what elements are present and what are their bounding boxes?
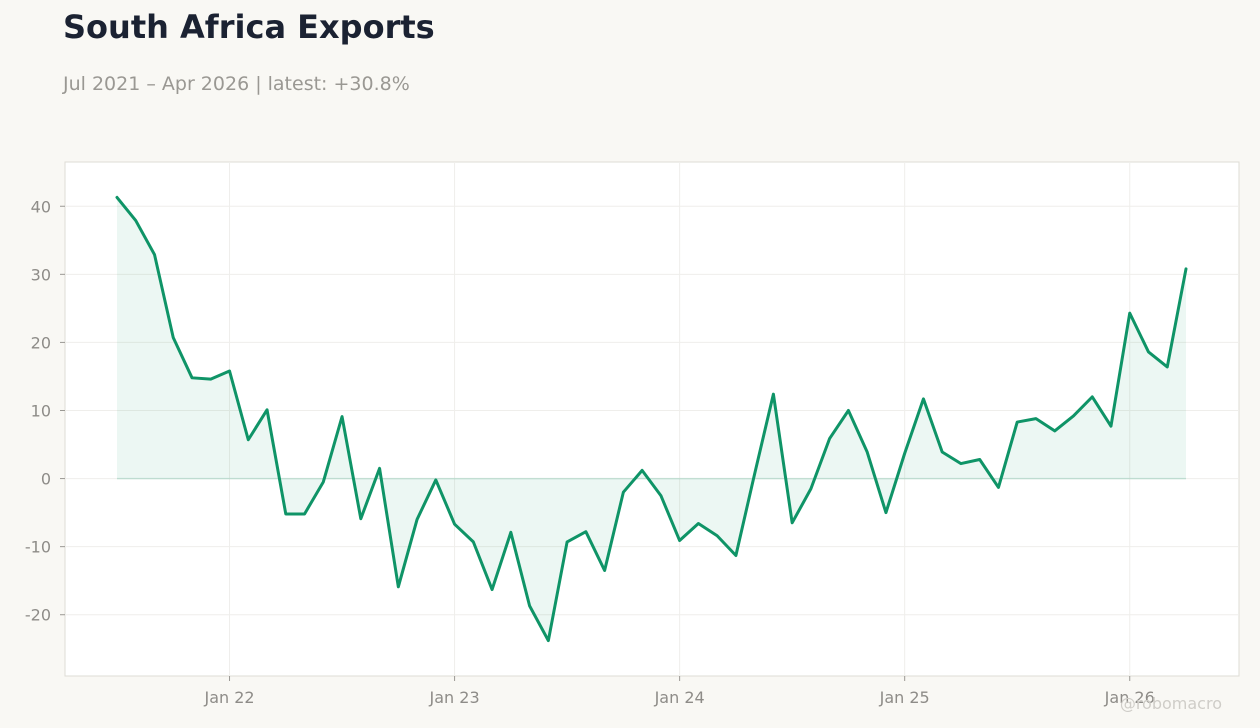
x-tick-label: Jan 26 bbox=[1104, 688, 1155, 707]
y-tick-label: 0 bbox=[41, 470, 51, 489]
y-tick-label: 20 bbox=[31, 333, 51, 352]
x-tick-label: Jan 22 bbox=[203, 688, 254, 707]
chart-title: South Africa Exports bbox=[63, 8, 435, 46]
y-tick-label: -10 bbox=[25, 538, 51, 557]
y-tick-label: 40 bbox=[31, 197, 51, 216]
watermark: @robomacro bbox=[1119, 694, 1222, 713]
y-tick-label: 10 bbox=[31, 401, 51, 420]
x-tick-label: Jan 23 bbox=[429, 688, 480, 707]
y-tick-label: 30 bbox=[31, 265, 51, 284]
series-line bbox=[115, 195, 1188, 643]
x-tick-label: Jan 24 bbox=[654, 688, 705, 707]
chart-subtitle: Jul 2021 – Apr 2026 | latest: +30.8% bbox=[63, 73, 410, 95]
x-tick-label: Jan 25 bbox=[879, 688, 930, 707]
y-tick-label: -20 bbox=[25, 606, 51, 625]
